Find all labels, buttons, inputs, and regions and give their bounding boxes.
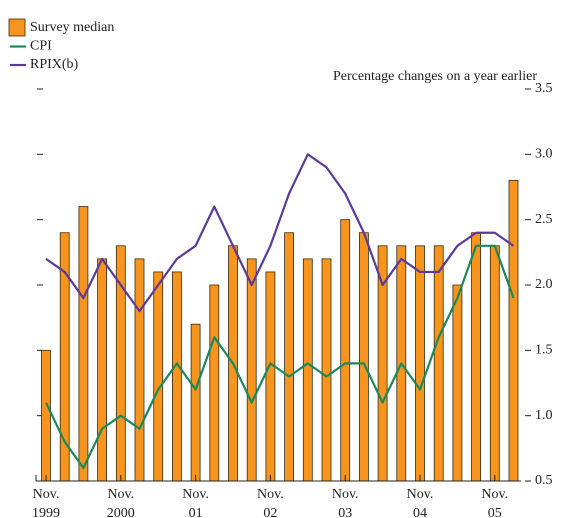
bar [190,323,201,482]
bar [209,284,220,482]
x-tick-label: 01 [189,506,203,518]
bar [97,258,107,482]
legend-label: Survey median [30,20,114,35]
legend-label: CPI [30,39,52,54]
y-tick-label: 0.5 [535,473,553,488]
x-tick-label: 04 [413,506,427,518]
bar [246,258,257,482]
bar [489,245,500,482]
x-tick-label: 05 [488,506,502,518]
y-tick-label: 1.0 [535,408,553,423]
bar [358,232,369,482]
y-tick-label: 3.0 [535,147,553,162]
bar [433,245,444,482]
line [45,153,515,313]
x-tick-label: Nov. [107,487,134,502]
bar [153,271,164,482]
annotation: Percentage changes on a year earlier [333,69,537,84]
x-tick-label: 2000 [107,506,135,518]
bar [340,219,351,482]
bar [78,206,89,482]
x-tick-label: Nov. [481,487,508,502]
x-tick-label: 03 [338,506,352,518]
y-tick-label: 3.5 [535,81,553,96]
x-tick-label: Nov. [257,487,284,502]
bar [302,258,313,482]
bar [415,245,425,482]
bar [265,271,276,482]
bar [452,284,463,482]
y-tick-label: 2.5 [535,212,553,227]
x-tick-label: Nov. [332,487,359,502]
legend-swatch [8,18,26,37]
y-tick-label: 1.5 [535,343,553,358]
x-tick-label: 02 [263,506,277,518]
bar [508,180,519,482]
line [45,244,515,470]
y-tick-label: 2.0 [535,277,553,292]
x-tick-label: 1999 [32,506,60,518]
x-tick-label: Nov. [33,487,60,502]
bar [284,232,295,482]
x-tick-label: Nov. [182,487,209,502]
bar [41,349,51,482]
legend-label: RPIX(b) [30,57,79,72]
bar [171,271,182,482]
x-tick-label: Nov. [407,487,434,502]
bar [134,258,145,482]
bar [471,232,482,482]
bar [321,258,332,482]
